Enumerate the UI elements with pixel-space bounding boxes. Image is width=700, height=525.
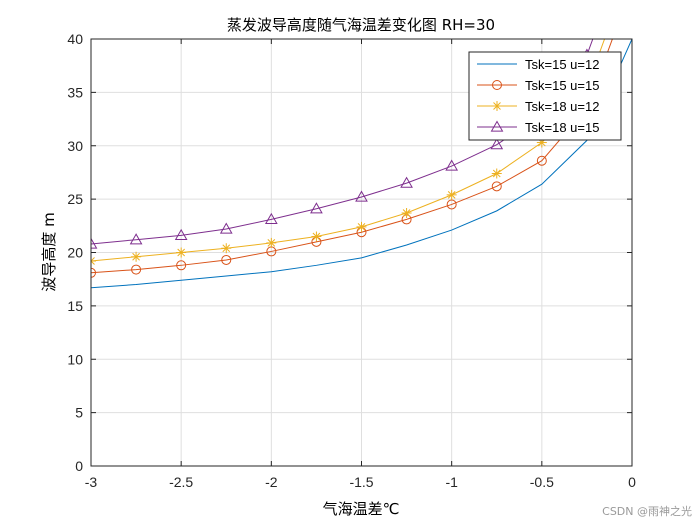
legend-label: Tsk=15 u=12 (525, 57, 599, 72)
x-tick-label: -2.5 (169, 474, 193, 490)
legend-item: Tsk=15 u=12 (477, 57, 599, 72)
data-point (174, 228, 188, 241)
x-tick-label: -3 (85, 474, 98, 490)
data-point (490, 138, 504, 150)
data-point (91, 267, 96, 278)
y-tick-label: 5 (75, 405, 83, 421)
legend-marker (492, 101, 502, 111)
data-point (91, 237, 98, 249)
legend: Tsk=15 u=12 Tsk=15 u=15 Tsk=18 u=12 Tsk=18 … (468, 51, 622, 141)
data-point (356, 221, 367, 232)
ticks: -3 -2.5 -2 -1.5 -1 -0.5 0 0 5 10 15 20 25 30 35 40 (67, 31, 636, 490)
data-point (536, 155, 547, 166)
data-point (266, 237, 277, 248)
x-tick-label: 0 (628, 474, 636, 490)
y-tick-label: 10 (67, 351, 83, 367)
data-point (446, 199, 457, 210)
legend-item: Tsk=15 u=15 (477, 78, 599, 93)
data-point (264, 212, 278, 225)
data-point (491, 168, 502, 179)
data-point (219, 222, 233, 234)
y-tick-label: 0 (75, 458, 83, 474)
data-point (400, 176, 413, 188)
series-line (91, 39, 613, 274)
data-point (221, 243, 232, 254)
data-point (176, 260, 187, 271)
legend-marker (490, 120, 504, 132)
data-point (131, 264, 142, 275)
legend-item: Tsk=18 u=12 (477, 99, 599, 114)
legend-label: Tsk=15 u=15 (525, 78, 599, 93)
series-line (91, 39, 632, 289)
y-tick-label: 15 (67, 298, 83, 314)
data-point (129, 233, 143, 245)
y-tick-label: 35 (67, 84, 83, 100)
x-tick-label: -1 (445, 474, 458, 490)
legend-label: Tsk=18 u=15 (525, 120, 599, 135)
x-axis-label: 气海温差℃ (323, 500, 400, 518)
data-point (445, 159, 459, 171)
data-point (131, 251, 142, 262)
data-point (311, 231, 322, 242)
data-point (355, 190, 368, 202)
data-point (491, 181, 502, 192)
data-point (91, 256, 96, 267)
legend-marker (492, 80, 502, 90)
y-tick-label: 40 (67, 31, 83, 47)
data-point (401, 208, 412, 219)
y-tick-label: 20 (67, 245, 83, 261)
data-point (176, 247, 187, 258)
legend-item: Tsk=18 u=15 (477, 120, 599, 135)
watermark: CSDN @雨神之光 (602, 505, 692, 518)
legend-label: Tsk=18 u=12 (525, 99, 599, 114)
y-axis-label: 波导高度 m (40, 212, 58, 291)
x-tick-label: -2 (265, 474, 278, 490)
series-1 (91, 39, 632, 289)
data-point (310, 202, 323, 214)
y-tick-label: 25 (67, 191, 83, 207)
data-point (221, 254, 232, 265)
series-3 (91, 39, 606, 267)
y-tick-label: 30 (67, 138, 83, 154)
x-tick-label: -0.5 (530, 474, 554, 490)
data-point (446, 189, 457, 200)
chart-title: 蒸发波导高度随气海温差变化图 RH=30 (227, 16, 495, 34)
x-tick-label: -1.5 (349, 474, 373, 490)
